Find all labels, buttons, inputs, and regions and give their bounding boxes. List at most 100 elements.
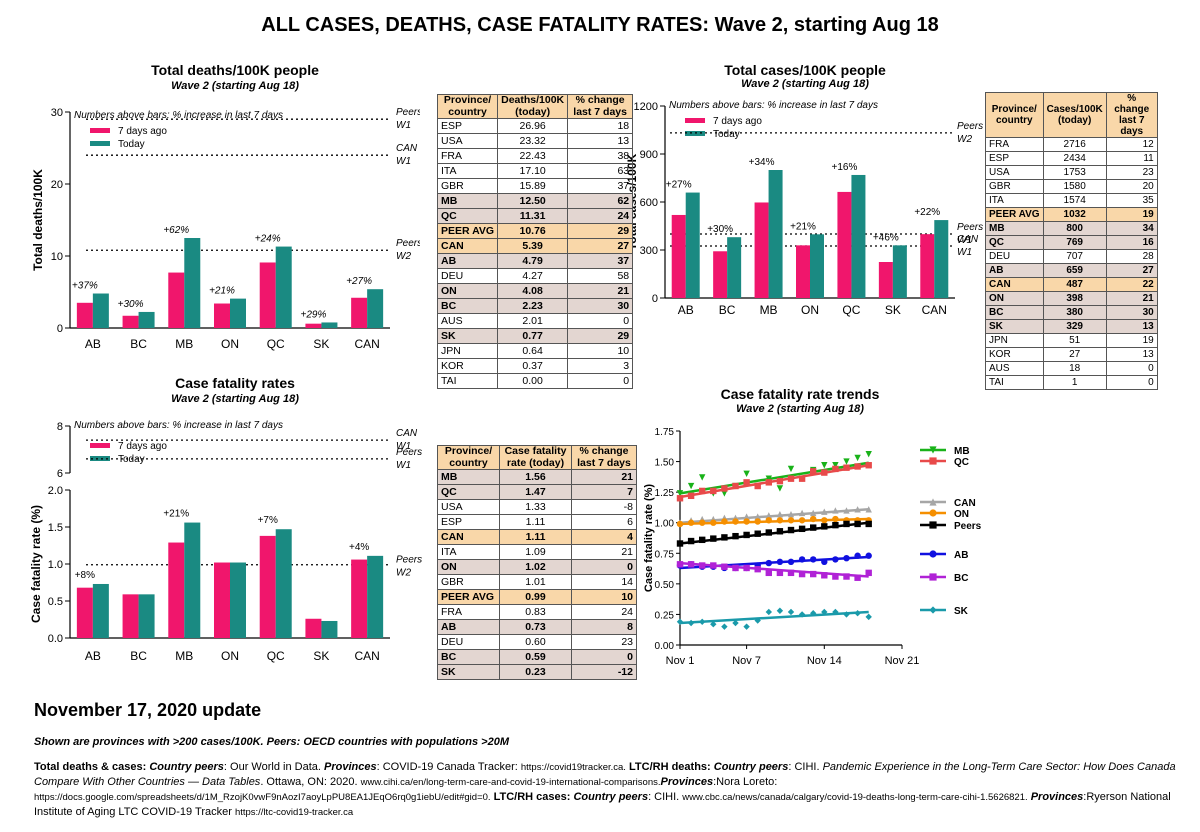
data-point <box>710 487 717 495</box>
table-row: USA 23.32 13 <box>436 133 634 150</box>
table-cell: 0 <box>571 649 637 666</box>
data-point <box>776 607 784 614</box>
bar-label: +24% <box>255 234 281 245</box>
y-tick-label: 0 <box>652 293 658 305</box>
data-point <box>798 525 806 533</box>
data-point <box>743 531 750 539</box>
x-tick-label: SK <box>313 649 329 663</box>
y-axis-label: Total deaths/100K <box>31 169 45 271</box>
table-cell: TAI <box>436 373 499 390</box>
data-point <box>743 470 750 477</box>
data-point <box>754 530 761 537</box>
table-cell: USA <box>436 133 499 150</box>
sources-part: LTC/RH cases: <box>490 791 574 803</box>
x-tick-label: ON <box>221 337 239 351</box>
data-point <box>832 507 839 514</box>
bar-7-days-ago <box>754 202 769 298</box>
table-cell: 26.96 <box>497 118 569 135</box>
trend-line <box>679 464 869 499</box>
data-point <box>787 569 795 577</box>
data-point <box>798 517 806 524</box>
bar-7-days-ago <box>122 594 139 638</box>
data-point <box>843 573 850 580</box>
data-point <box>787 558 795 566</box>
table-row: JPN 51 19 <box>985 333 1158 348</box>
sources-link: https://docs.google.com/spreadsheets/d/1… <box>34 792 491 803</box>
table-cell: TAI <box>985 375 1044 390</box>
bar-7-days-ago <box>214 562 230 638</box>
data-point <box>721 563 728 570</box>
table-cell: 1.33 <box>499 499 572 516</box>
table-row: ITA 1.09 21 <box>437 544 637 561</box>
legend-label: SK <box>954 606 969 617</box>
bar-today <box>768 170 783 298</box>
chart-note: Numbers above bars: % increase in last 7… <box>74 110 283 121</box>
bar-label: +21% <box>790 221 816 232</box>
data-point <box>821 469 828 476</box>
data-point <box>710 519 717 526</box>
table-row: USA 1.33 -8 <box>437 499 637 516</box>
trend-chart-subtitle: Wave 2 (starting Aug 18) <box>736 403 864 415</box>
table-cell: 2.01 <box>497 313 569 330</box>
reference-label: CAN <box>396 428 418 439</box>
data-point <box>743 564 750 572</box>
table-cell: 1 <box>1042 375 1107 390</box>
table-cell: 800 <box>1042 221 1107 236</box>
table-header-cell: Deaths/100K (today) <box>497 93 569 120</box>
x-tick-label: MB <box>175 337 193 351</box>
data-point <box>854 506 861 513</box>
reference-label: CAN <box>957 234 979 245</box>
bar-7-days-ago <box>76 587 93 638</box>
bar-today <box>275 246 292 328</box>
table-cell: 0.00 <box>497 373 569 390</box>
bar-7-days-ago <box>168 272 185 328</box>
data-point <box>843 554 850 562</box>
table-cell: 23.32 <box>497 133 569 150</box>
table-cell: 29 <box>567 223 634 240</box>
table-row: DEU 4.27 58 <box>436 268 634 285</box>
table-cell: 707 <box>1042 249 1107 264</box>
table-cell: QC <box>985 235 1044 250</box>
table-cell: 21 <box>571 544 637 561</box>
table-cell: 27 <box>1105 263 1158 278</box>
legend-label: QC <box>954 457 969 468</box>
table-cell: ITA <box>437 544 500 561</box>
reference-label: W1 <box>396 460 411 471</box>
deaths-bar-chart: 0 10 20 30 Total deaths/100K Numbers above ba… <box>31 107 420 351</box>
table-cell: 35 <box>1105 193 1158 208</box>
bar-label: +8% <box>75 570 95 581</box>
table-cell: 21 <box>567 283 634 300</box>
data-point <box>743 513 750 520</box>
data-point <box>710 535 717 542</box>
table-cell: 380 <box>1042 305 1107 320</box>
data-point <box>676 520 684 528</box>
sources-part: LTC/RH deaths: <box>625 761 714 773</box>
bar-label: +62% <box>163 225 189 236</box>
table-cell: USA <box>437 499 500 516</box>
data-point <box>854 574 861 581</box>
table-cell: MB <box>436 193 499 210</box>
data-point <box>676 618 684 625</box>
bar-label: +29% <box>300 309 326 320</box>
sources-part: : Our World in Data. <box>223 761 324 773</box>
data-point <box>687 492 695 500</box>
y-tick-label: 0.5 <box>48 596 63 608</box>
data-point <box>787 608 795 616</box>
table-cell: 15.89 <box>497 178 569 195</box>
y-tick-label: 2.0 <box>48 485 63 497</box>
x-tick-label: CAN <box>922 303 947 317</box>
legend-swatch-7-days-ago <box>90 443 110 448</box>
bar-label: +46% <box>873 232 899 243</box>
data-point <box>776 558 784 566</box>
y-tick-label: 1.00 <box>655 519 675 530</box>
data-point <box>843 611 850 618</box>
data-point <box>732 532 739 540</box>
table-row: GBR 1580 20 <box>985 179 1158 194</box>
y-tick-label: 0.0 <box>48 633 63 645</box>
data-point <box>765 569 772 577</box>
data-point <box>743 479 750 486</box>
table-cell: 27 <box>567 238 634 255</box>
x-tick-label: BC <box>719 303 736 317</box>
table-cell: 0.23 <box>499 664 572 681</box>
table-cell: 1753 <box>1042 165 1107 180</box>
